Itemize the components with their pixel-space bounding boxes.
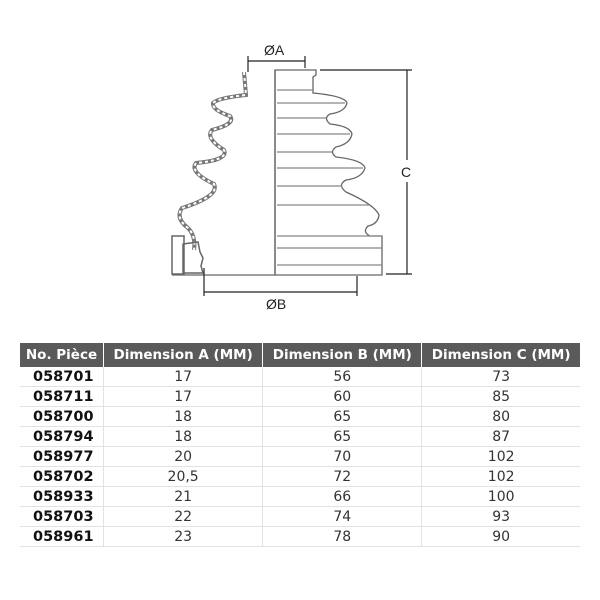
dimension-a-label: ØA	[264, 42, 285, 58]
table-row: 058700 18 65 80	[20, 406, 580, 427]
cell-part-number: 058711	[20, 386, 104, 407]
table-row: 058794 18 65 87	[20, 426, 580, 447]
table-row: 058701 17 56 73	[20, 367, 580, 387]
cell-dimension-a: 18	[102, 406, 263, 427]
cell-part-number: 058702	[20, 466, 104, 487]
cell-dimension-c: 102	[421, 466, 580, 487]
table-row: 058711 17 60 85	[20, 386, 580, 407]
cell-part-number: 058794	[20, 426, 104, 447]
cell-dimension-b: 60	[262, 386, 422, 407]
cell-dimension-b: 66	[262, 486, 422, 507]
cell-dimension-c: 93	[421, 506, 580, 527]
header-dimension-b: Dimension B (MM)	[262, 343, 422, 367]
cell-dimension-a: 22	[102, 506, 263, 527]
cell-dimension-b: 65	[262, 426, 422, 447]
dimensions-table: No. Pièce Dimension A (MM) Dimension B (…	[20, 343, 580, 547]
cell-dimension-b: 70	[262, 446, 422, 467]
dimension-b-label: ØB	[266, 296, 286, 312]
cell-part-number: 058703	[20, 506, 104, 527]
cell-dimension-a: 20,5	[102, 466, 263, 487]
boot-rib-lines	[277, 89, 382, 266]
table-header-row: No. Pièce Dimension A (MM) Dimension B (…	[20, 343, 580, 367]
cell-dimension-a: 21	[102, 486, 263, 507]
cv-boot-technical-drawing: ØA C ØB	[171, 42, 412, 312]
header-dimension-c: Dimension C (MM)	[421, 343, 580, 367]
cell-dimension-c: 90	[421, 526, 580, 547]
boot-clamp	[182, 241, 204, 274]
table-row: 058702 20,5 72 102	[20, 466, 580, 487]
cell-part-number: 058701	[20, 367, 104, 387]
cell-dimension-c: 85	[421, 386, 580, 407]
header-part-number: No. Pièce	[20, 343, 104, 367]
cell-dimension-c: 102	[421, 446, 580, 467]
cell-part-number: 058961	[20, 526, 104, 547]
cell-dimension-c: 73	[421, 367, 580, 387]
cell-dimension-b: 65	[262, 406, 422, 427]
table-row: 058961 23 78 90	[20, 526, 580, 547]
cell-dimension-a: 20	[102, 446, 263, 467]
dimension-c-label: C	[401, 164, 411, 180]
boot-profile-right	[274, 69, 383, 276]
cell-dimension-b: 74	[262, 506, 422, 527]
table-row: 058933 21 66 100	[20, 486, 580, 507]
cell-dimension-b: 78	[262, 526, 422, 547]
cell-dimension-b: 72	[262, 466, 422, 487]
cell-dimension-c: 100	[421, 486, 580, 507]
header-dimension-a: Dimension A (MM)	[102, 343, 263, 367]
cell-part-number: 058700	[20, 406, 104, 427]
cell-dimension-a: 17	[102, 367, 263, 387]
boot-flange-left	[171, 235, 185, 275]
cell-dimension-a: 23	[102, 526, 263, 547]
cell-dimension-b: 56	[262, 367, 422, 387]
cell-part-number: 058933	[20, 486, 104, 507]
cell-dimension-c: 87	[421, 426, 580, 447]
cell-part-number: 058977	[20, 446, 104, 467]
table-row: 058977 20 70 102	[20, 446, 580, 467]
table-row: 058703 22 74 93	[20, 506, 580, 527]
cell-dimension-c: 80	[421, 406, 580, 427]
cell-dimension-a: 18	[102, 426, 263, 447]
cell-dimension-a: 17	[102, 386, 263, 407]
